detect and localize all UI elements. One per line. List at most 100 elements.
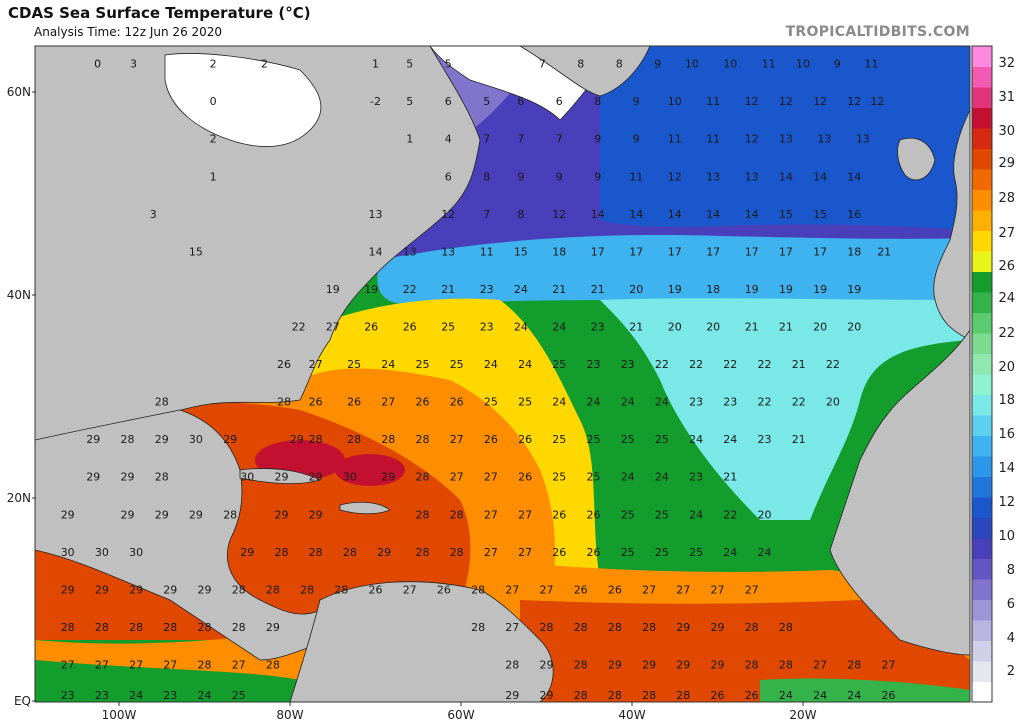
sst-value-label: 28: [505, 659, 519, 672]
sst-value-label: 7: [539, 58, 546, 71]
sst-value-label: 24: [514, 283, 528, 296]
sst-value-label: 13: [745, 170, 759, 183]
sst-value-label: 29: [309, 471, 323, 484]
sst-value-label: 24: [552, 396, 566, 409]
sst-value-label: 27: [232, 659, 246, 672]
sst-value-label: 24: [723, 433, 737, 446]
colorbar-tick-label: 16: [998, 427, 1015, 442]
colorbar-swatch: [972, 107, 992, 129]
sst-value-label: 28: [450, 546, 464, 559]
sst-value-label: 5: [406, 58, 413, 71]
sst-value-label: 28: [642, 689, 656, 702]
sst-value-label: 28: [574, 621, 588, 634]
sst-value-label: 23: [480, 283, 494, 296]
colorbar-tick-label: 26: [998, 259, 1015, 274]
sst-value-label: 29: [505, 689, 519, 702]
sst-value-label: 27: [95, 659, 109, 672]
sst-value-label: 27: [484, 508, 498, 521]
sst-value-label: 26: [574, 583, 588, 596]
sst-value-label: 21: [792, 358, 806, 371]
sst-value-label: 9: [654, 58, 661, 71]
sst-value-label: 30: [129, 546, 143, 559]
sst-value-label: 28: [676, 689, 690, 702]
sst-value-label: 28: [608, 621, 622, 634]
sst-value-label: 27: [540, 583, 554, 596]
sst-value-label: 21: [779, 321, 793, 334]
colorbar-swatch: [972, 66, 992, 88]
sst-value-label: 27: [450, 471, 464, 484]
sst-value-label: 20: [668, 321, 682, 334]
sst-value-label: 29: [711, 659, 725, 672]
sst-value-label: 15: [514, 245, 528, 258]
colorbar-swatch: [972, 312, 992, 334]
sst-value-label: 27: [676, 583, 690, 596]
sst-value-label: 11: [706, 133, 720, 146]
sst-value-label: 28: [266, 583, 280, 596]
sst-value-label: 14: [629, 208, 643, 221]
sst-value-label: 24: [514, 321, 528, 334]
sst-value-label: 1: [372, 58, 379, 71]
sst-value-label: 26: [450, 396, 464, 409]
colorbar-tick-label: 32: [998, 56, 1015, 71]
land-greenland: [519, 46, 651, 97]
sst-value-label: 26: [277, 358, 291, 371]
sst-value-label: 26: [587, 546, 601, 559]
sst-value-label: 4: [445, 133, 452, 146]
lon-label: 40W: [618, 708, 645, 722]
sst-value-label: 29: [540, 659, 554, 672]
sst-value-label: 11: [864, 58, 878, 71]
colorbar-swatch: [972, 681, 992, 703]
land-hispaniola: [339, 501, 391, 515]
colorbar-tick-label: 14: [998, 461, 1015, 476]
sst-value-label: 12: [441, 208, 455, 221]
sst-value-label: 26: [309, 396, 323, 409]
colorbar-swatch: [972, 661, 992, 682]
colorbar-tick-label: 31: [998, 90, 1015, 105]
hotspot-hispaniola: [335, 454, 405, 486]
colorbar-swatch: [972, 189, 992, 211]
sst-value-label: 14: [745, 208, 759, 221]
sst-value-label: 28: [121, 433, 135, 446]
colorbar: 32 31 30 29 28 27 26 24 22 20 18 16 14 12 10 8 6 4 2: [971, 45, 1015, 703]
band-pacific-green: [35, 660, 300, 702]
colorbar-tick-label: 30: [998, 124, 1015, 139]
sst-value-label: 29: [121, 508, 135, 521]
sst-value-label: 28: [277, 396, 291, 409]
sst-value-label: 29: [309, 508, 323, 521]
sst-value-label: 17: [779, 245, 793, 258]
sst-value-label: 11: [629, 170, 643, 183]
sst-value-label: 29: [642, 659, 656, 672]
sst-value-label: 25: [552, 433, 566, 446]
sst-value-label: 28: [779, 621, 793, 634]
sst-value-label: 20: [706, 321, 720, 334]
sst-value-label: 8: [594, 95, 601, 108]
sst-value-label: 13: [706, 170, 720, 183]
colorbar-tick-label: 6: [1007, 597, 1015, 612]
site-credit[interactable]: TROPICALTIDBITS.COM: [785, 24, 970, 40]
colorbar-tick-label: 24: [998, 291, 1015, 306]
map-field: [35, 46, 970, 702]
sst-value-label: 9: [556, 170, 563, 183]
sst-value-label: 28: [155, 396, 169, 409]
sst-value-label: 21: [629, 321, 643, 334]
sst-value-label: 20: [813, 321, 827, 334]
sst-value-label: 5: [483, 95, 490, 108]
sst-value-label: 15: [779, 208, 793, 221]
sst-value-label: 12: [552, 208, 566, 221]
sst-value-label: 13: [369, 208, 383, 221]
sst-value-label: 27: [484, 546, 498, 559]
sst-value-label: 24: [129, 689, 143, 702]
sst-value-label: 19: [364, 283, 378, 296]
sst-value-label: 27: [813, 659, 827, 672]
sst-value-label: 26: [518, 433, 532, 446]
colorbar-tick-label: 2: [1007, 664, 1015, 679]
sst-value-label: 26: [437, 583, 451, 596]
sst-value-label: 17: [668, 245, 682, 258]
colorbar-swatch: [972, 353, 992, 375]
sst-value-label: 9: [834, 58, 841, 71]
sst-value-label: 27: [450, 433, 464, 446]
sst-value-label: 29: [86, 433, 100, 446]
sst-value-label: 17: [706, 245, 720, 258]
sst-value-label: 26: [403, 321, 417, 334]
sst-value-label: 30: [95, 546, 109, 559]
